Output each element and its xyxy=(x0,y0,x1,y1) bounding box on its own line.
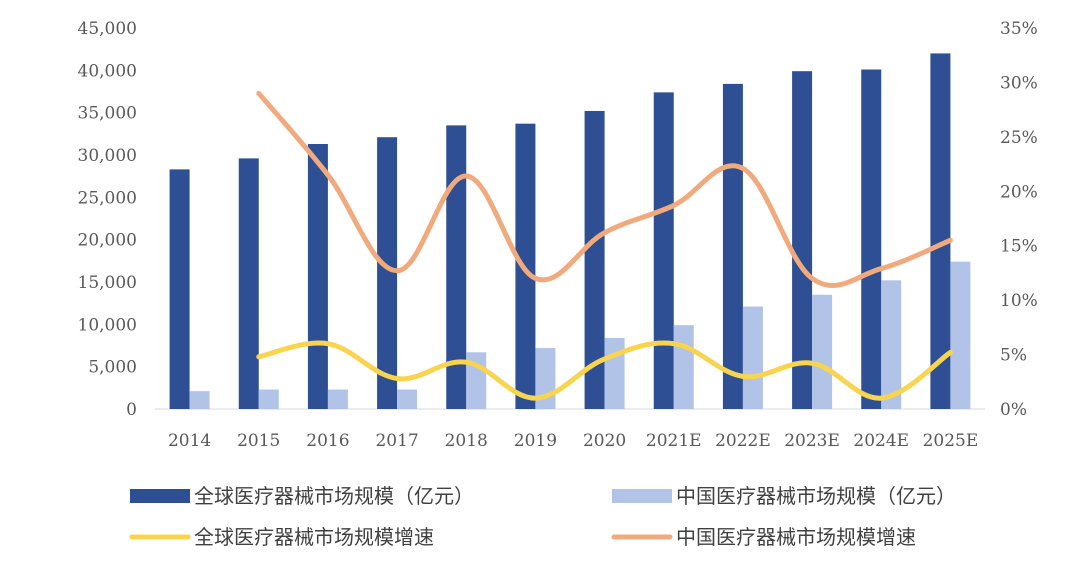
china-market-bar xyxy=(327,389,348,409)
x-axis-tick-label: 2024E xyxy=(853,431,909,451)
x-axis-tick-label: 2018 xyxy=(445,431,488,451)
right-axis-tick-label: 20% xyxy=(1000,182,1038,202)
x-axis-ticks: 2014 2015 2016 2017 2018 2019 2020 2021E 2022E 20… xyxy=(168,431,978,451)
global-market-bar xyxy=(238,158,259,409)
legend-china-growth: 中国医疗器械市场规模增速 xyxy=(611,525,916,549)
x-axis-tick-label: 2015 xyxy=(237,431,280,451)
right-axis-tick-label: 25% xyxy=(1000,128,1038,148)
right-axis-ticks: 0% 5% 10% 15% 20% 25% 30% 35% xyxy=(1000,19,1038,420)
x-axis-tick-label: 2014 xyxy=(168,431,211,451)
global-market-bar xyxy=(792,71,813,410)
x-axis-tick-label: 2017 xyxy=(375,431,418,451)
china-market-bar xyxy=(258,389,279,409)
china-market-bar xyxy=(604,337,625,409)
left-axis-tick-label: 40,000 xyxy=(78,61,137,81)
x-axis-tick-label: 2023E xyxy=(784,431,840,451)
global-market-bar xyxy=(307,143,328,409)
china-market-bar xyxy=(950,261,971,409)
right-axis-tick-label: 35% xyxy=(1000,19,1038,39)
left-axis-tick-label: 35,000 xyxy=(78,104,137,124)
x-axis-tick-label: 2022E xyxy=(715,431,771,451)
left-axis-tick-label: 0 xyxy=(126,400,137,420)
left-axis-tick-label: 5,000 xyxy=(88,358,137,378)
x-axis-tick-label: 2025E xyxy=(923,431,979,451)
left-axis-tick-label: 30,000 xyxy=(78,146,137,166)
global-market-bar xyxy=(169,169,190,409)
legend-china-market: 中国医疗器械市场规模（亿元） xyxy=(612,484,956,508)
legend-label: 中国医疗器械市场规模增速 xyxy=(676,525,916,549)
global-market-bar xyxy=(446,125,467,409)
global-market-bar xyxy=(722,83,743,409)
china-market-bar xyxy=(189,391,210,409)
legend-global-market: 全球医疗器械市场规模（亿元） xyxy=(130,484,474,508)
left-axis-tick-label: 10,000 xyxy=(78,315,137,335)
left-axis-tick-label: 45,000 xyxy=(78,19,137,39)
global-market-bar xyxy=(377,137,398,409)
global-market-bar xyxy=(930,53,951,410)
legend-swatch xyxy=(612,489,672,503)
global-market-bar xyxy=(584,110,605,410)
china-market-bar xyxy=(742,306,763,409)
x-axis-tick-label: 2019 xyxy=(514,431,557,451)
left-axis-tick-label: 15,000 xyxy=(78,273,137,293)
left-axis-ticks: 0 5,000 10,000 15,000 20,000 25,000 30,000 35,0… xyxy=(78,19,137,420)
china-market-bar xyxy=(812,294,833,409)
global-market-bar xyxy=(653,92,674,409)
legend: 全球医疗器械市场规模（亿元） 中国医疗器械市场规模（亿元） 全球医疗器械市场规模增速… xyxy=(129,484,956,549)
legend-label: 中国医疗器械市场规模（亿元） xyxy=(676,484,956,508)
right-axis-tick-label: 10% xyxy=(1000,291,1038,311)
global-market-bar xyxy=(861,69,882,409)
legend-label: 全球医疗器械市场规模（亿元） xyxy=(194,484,474,508)
bar-series xyxy=(169,53,971,410)
x-axis-tick-label: 2020 xyxy=(583,431,626,451)
china-market-bar xyxy=(397,389,418,409)
right-axis-tick-label: 15% xyxy=(1000,237,1038,257)
legend-global-growth: 全球医疗器械市场规模增速 xyxy=(129,525,434,549)
global-growth-line xyxy=(256,340,953,401)
legend-label: 全球医疗器械市场规模增速 xyxy=(194,525,434,549)
left-axis-tick-label: 20,000 xyxy=(78,231,137,251)
legend-swatch xyxy=(130,489,190,503)
x-axis-tick-label: 2021E xyxy=(646,431,702,451)
china-market-bar xyxy=(881,280,902,409)
right-axis-tick-label: 0% xyxy=(1000,400,1027,420)
line-series xyxy=(256,90,953,401)
china-market-bar xyxy=(673,325,694,409)
china-growth-line xyxy=(256,90,953,288)
left-axis-tick-label: 25,000 xyxy=(78,188,137,208)
right-axis-tick-label: 5% xyxy=(1000,346,1027,366)
x-axis-tick-label: 2016 xyxy=(306,431,349,451)
right-axis-tick-label: 30% xyxy=(1000,73,1038,93)
